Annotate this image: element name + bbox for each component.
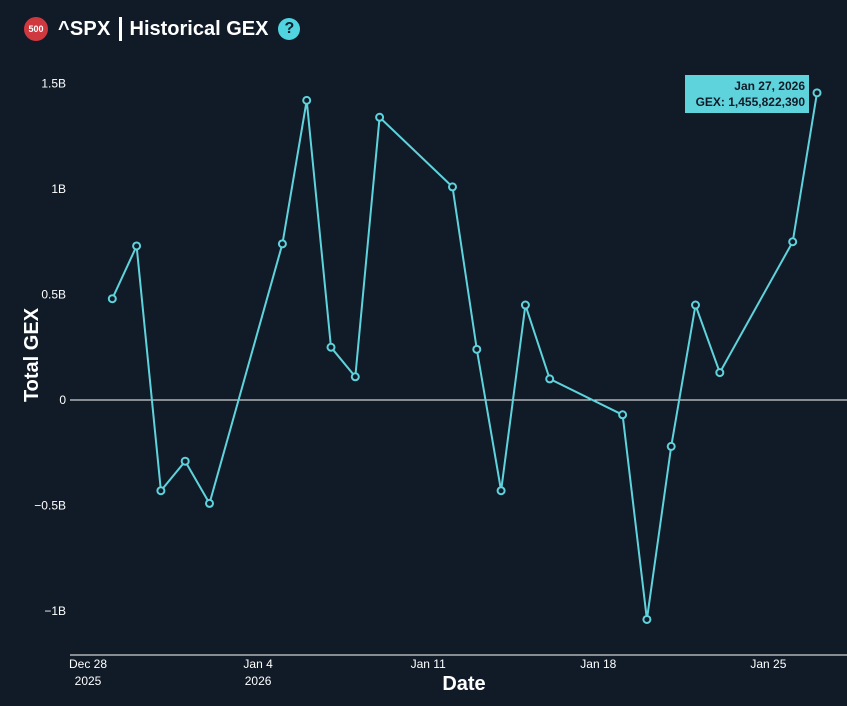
chart-header: 500 ^SPX Historical GEX ? <box>24 14 301 44</box>
ticker-symbol: ^SPX <box>58 17 111 40</box>
data-point[interactable] <box>520 300 530 310</box>
data-point[interactable] <box>642 614 652 624</box>
x-tick-year: 2026 <box>245 674 272 688</box>
data-point[interactable] <box>277 239 287 249</box>
title-separator <box>118 17 122 41</box>
data-point[interactable] <box>180 456 190 466</box>
data-point[interactable] <box>107 294 117 304</box>
y-tick-label: 1.5B <box>41 77 66 91</box>
data-point[interactable] <box>812 88 822 98</box>
data-point[interactable] <box>205 498 214 508</box>
x-tick-label: Dec 28 <box>69 657 107 671</box>
data-point[interactable] <box>156 486 166 496</box>
data-point[interactable] <box>448 182 457 192</box>
hover-tooltip: Jan 27, 2026 GEX: 1,455,822,390 <box>685 75 809 113</box>
y-tick-label: 1B <box>51 182 66 196</box>
tooltip-box <box>685 75 809 113</box>
tooltip-date: Jan 27, 2026 <box>734 79 805 93</box>
data-point[interactable] <box>618 410 628 420</box>
x-tick-label: Jan 4 <box>243 657 273 671</box>
x-tick-label: Jan 25 <box>750 657 786 671</box>
data-point[interactable] <box>545 374 555 384</box>
y-tick-label: 0.5B <box>41 288 66 302</box>
x-axis-title: Date <box>442 673 485 695</box>
y-tick-label: −0.5B <box>34 499 66 513</box>
data-point[interactable] <box>691 300 700 310</box>
page-title: Historical GEX <box>129 17 269 40</box>
x-axis: Dec 28 2025 Jan 4 2026 Jan 11 Jan 18 Jan 25 <box>69 654 847 688</box>
y-axis: 1.5B 1B 0.5B 0 −0.5B −1B <box>34 77 66 619</box>
series-line <box>111 92 818 620</box>
data-point[interactable] <box>302 95 312 105</box>
data-point[interactable] <box>472 344 482 354</box>
data-point[interactable] <box>132 241 142 251</box>
help-icon[interactable]: ? <box>278 18 301 40</box>
data-point[interactable] <box>666 441 676 451</box>
data-point[interactable] <box>375 112 385 122</box>
data-point[interactable] <box>788 237 798 247</box>
x-tick-label: Jan 11 <box>411 657 446 671</box>
index-badge: 500 <box>24 17 48 41</box>
data-point[interactable] <box>715 368 725 378</box>
x-tick-label: Jan 18 <box>580 657 616 671</box>
x-tick-year: 2025 <box>75 674 102 688</box>
data-point[interactable] <box>350 372 360 382</box>
data-point[interactable] <box>496 486 506 496</box>
data-points <box>107 88 822 624</box>
data-point[interactable] <box>326 342 336 352</box>
y-axis-title: Total GEX <box>21 307 43 402</box>
y-tick-label: −1B <box>44 604 66 618</box>
y-tick-label: 0 <box>59 393 66 407</box>
tooltip-value: GEX: 1,455,822,390 <box>696 95 806 109</box>
